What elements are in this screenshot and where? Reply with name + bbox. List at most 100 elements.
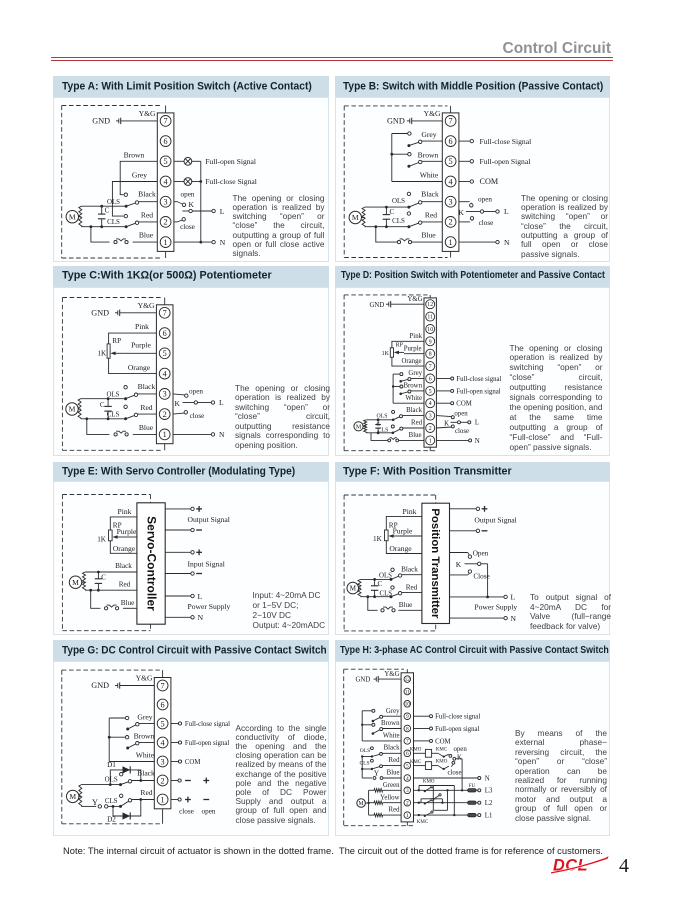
svg-text:K: K (444, 420, 449, 427)
svg-text:Red: Red (411, 419, 423, 426)
svg-text:N: N (198, 613, 204, 622)
svg-text:Black: Black (406, 407, 422, 414)
svg-text:5: 5 (164, 157, 168, 166)
svg-text:1: 1 (406, 813, 409, 819)
svg-text:7: 7 (161, 681, 165, 690)
svg-text:3: 3 (163, 390, 167, 399)
svg-text:KMO: KMO (423, 780, 435, 785)
svg-text:6: 6 (406, 751, 409, 757)
svg-text:6: 6 (164, 137, 168, 146)
svg-text:10: 10 (405, 702, 411, 708)
svg-text:Full-open Signal: Full-open Signal (205, 157, 256, 166)
svg-text:Servo-Controller: Servo-Controller (144, 516, 158, 611)
svg-text:10: 10 (427, 327, 433, 333)
svg-text:CLS: CLS (392, 218, 405, 225)
svg-text:1: 1 (163, 430, 167, 439)
svg-text:Yellow: Yellow (380, 794, 399, 801)
svg-text:White: White (405, 395, 422, 402)
svg-text:open: open (202, 808, 216, 816)
svg-text:Full-open signal: Full-open signal (435, 726, 479, 733)
svg-text:Full-close Signal: Full-close Signal (480, 137, 532, 146)
svg-text:1: 1 (429, 438, 432, 444)
svg-text:Orange: Orange (113, 544, 136, 553)
svg-text:Red: Red (389, 757, 401, 764)
svg-text:Blue: Blue (121, 599, 135, 607)
svg-text:GND: GND (356, 677, 371, 684)
svg-text:OLS: OLS (360, 748, 370, 754)
svg-text:Red: Red (140, 403, 152, 412)
svg-text:K: K (189, 200, 195, 209)
svg-text:4: 4 (161, 738, 165, 747)
svg-text:N: N (504, 238, 510, 247)
svg-text:Brown: Brown (381, 720, 400, 727)
svg-text:Grey: Grey (137, 712, 152, 721)
svg-text:open: open (181, 191, 195, 199)
svg-text:7: 7 (449, 117, 453, 126)
svg-text:Position Transmitter: Position Transmitter (429, 508, 441, 619)
svg-text:Red: Red (406, 584, 418, 592)
svg-text:close: close (479, 219, 494, 227)
svg-text:7: 7 (163, 309, 167, 318)
svg-text:CLS: CLS (379, 591, 392, 598)
svg-text:6: 6 (161, 700, 165, 709)
svg-text:GND: GND (370, 302, 385, 309)
svg-text:8: 8 (429, 352, 432, 358)
svg-text:COM: COM (456, 401, 472, 408)
svg-text:L: L (475, 420, 479, 427)
svg-text:Close: Close (473, 573, 489, 581)
svg-text:Power Supply: Power Supply (474, 602, 517, 611)
svg-text:OLS: OLS (107, 199, 120, 206)
svg-text:Red: Red (140, 788, 152, 797)
svg-text:D2: D2 (107, 815, 116, 823)
svg-text:close: close (180, 223, 195, 231)
svg-text:12: 12 (427, 302, 433, 308)
svg-text:11: 11 (405, 689, 410, 695)
svg-text:Orange: Orange (401, 358, 421, 365)
svg-text:Power Supply: Power Supply (188, 602, 231, 611)
svg-text:2: 2 (406, 801, 409, 807)
svg-text:Blue: Blue (399, 601, 413, 609)
svg-text:Blue: Blue (421, 231, 436, 240)
svg-text:GND: GND (92, 117, 110, 126)
svg-text:2: 2 (164, 218, 168, 227)
svg-text:D1: D1 (107, 761, 116, 769)
svg-text:Red: Red (389, 807, 401, 814)
svg-text:5: 5 (406, 764, 409, 770)
svg-text:Full-open signal: Full-open signal (185, 740, 229, 747)
svg-text:Full-close signal: Full-close signal (185, 721, 230, 728)
svg-text:Grey: Grey (408, 370, 422, 377)
svg-text:1K: 1K (382, 351, 390, 357)
svg-text:L: L (220, 207, 225, 216)
svg-text:N: N (511, 614, 517, 623)
svg-text:L2: L2 (485, 800, 493, 807)
svg-text:6: 6 (163, 329, 167, 338)
svg-text:Purple: Purple (131, 341, 151, 350)
svg-text:Y&G: Y&G (136, 674, 153, 683)
svg-text:N: N (220, 238, 226, 247)
svg-text:Y&G: Y&G (384, 671, 399, 678)
svg-text:Pink: Pink (118, 507, 132, 516)
svg-text:Y&G: Y&G (138, 301, 155, 310)
svg-text:OLS: OLS (105, 777, 118, 784)
svg-text:Full-close signal: Full-close signal (435, 714, 480, 721)
svg-text:Black: Black (401, 566, 418, 574)
svg-text:RP: RP (396, 342, 404, 348)
svg-text:Pink: Pink (403, 507, 417, 516)
svg-text:Y&G: Y&G (407, 296, 422, 303)
svg-text:N: N (475, 438, 480, 445)
svg-text:K: K (458, 208, 464, 217)
svg-text:open: open (454, 411, 468, 418)
svg-text:CLS: CLS (107, 412, 120, 419)
svg-text:White: White (136, 751, 155, 760)
svg-text:Blue: Blue (139, 423, 154, 432)
svg-text:COM: COM (435, 738, 451, 745)
svg-text:open: open (454, 746, 468, 753)
svg-text:M: M (350, 585, 357, 593)
svg-text:2: 2 (449, 218, 453, 227)
svg-text:L: L (511, 593, 516, 602)
svg-text:8: 8 (406, 726, 409, 732)
svg-text:Full-close Signal: Full-close Signal (205, 177, 257, 186)
svg-text:GND: GND (91, 308, 109, 317)
svg-text:Y&G: Y&G (424, 109, 441, 118)
svg-text:COM: COM (480, 177, 499, 186)
